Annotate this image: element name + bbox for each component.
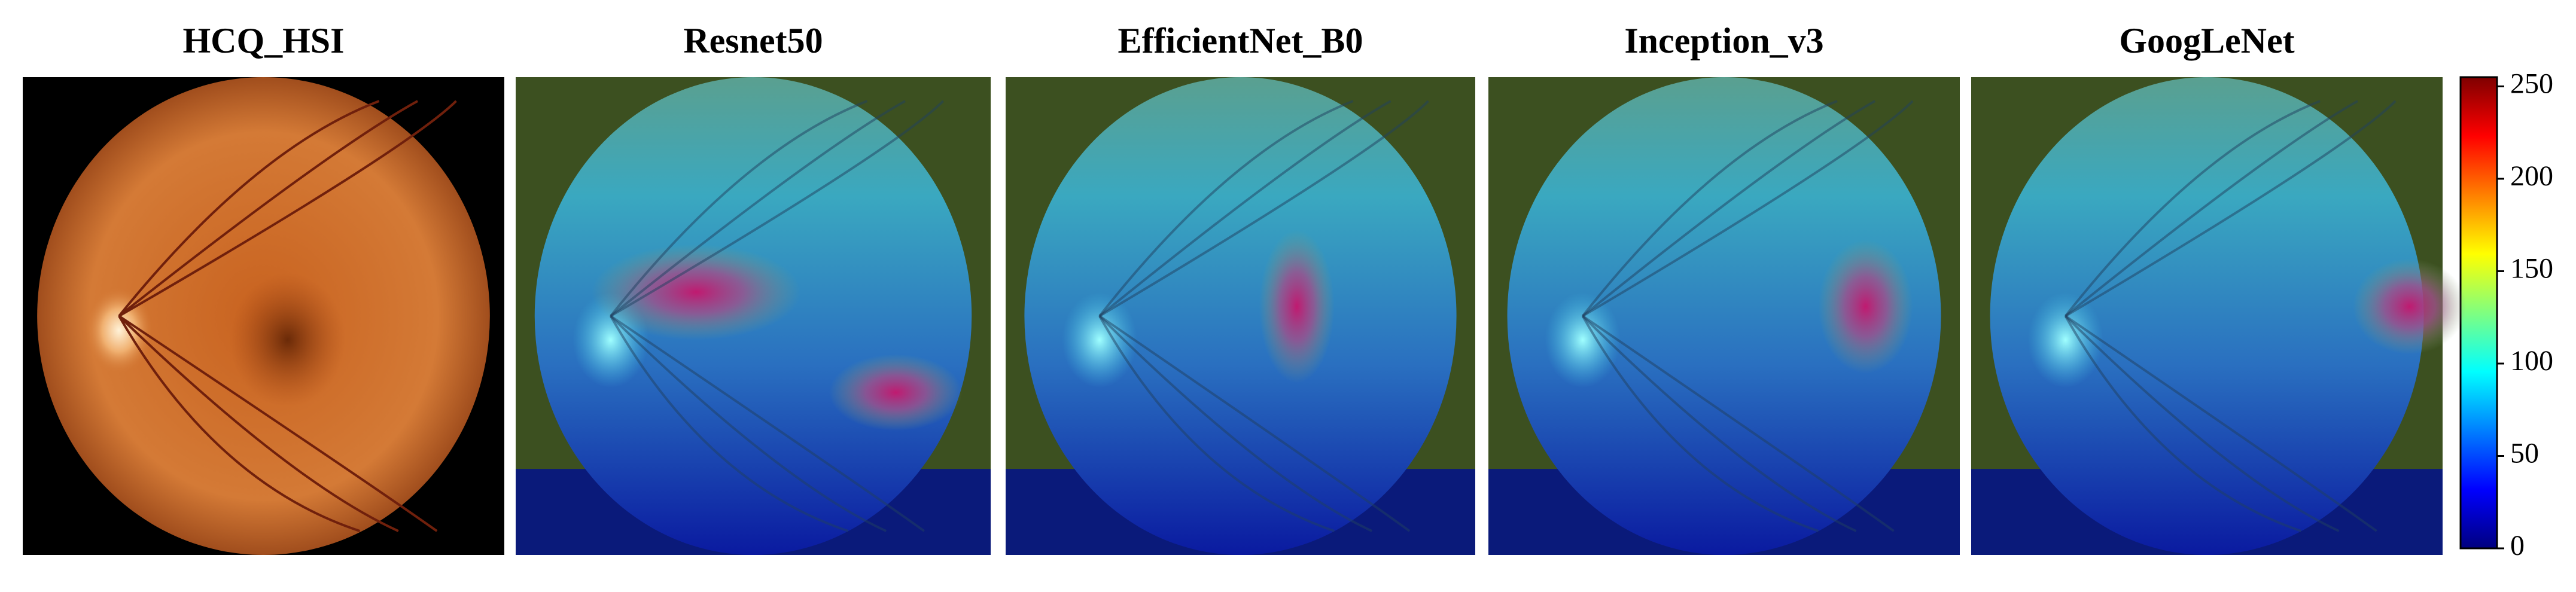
colorbar-tick-label: 0 (2510, 530, 2525, 562)
vessel (2064, 315, 2302, 532)
optic-disc (85, 287, 153, 374)
panel-image (516, 77, 991, 555)
vessel (610, 100, 906, 318)
colorbar-tick-label: 250 (2510, 68, 2553, 99)
optic-disc (1545, 292, 1621, 388)
vessel (610, 315, 925, 532)
hotspot (1259, 230, 1335, 383)
heatmap (1990, 77, 2424, 555)
panel-image (1971, 77, 2467, 555)
optic-disc (1062, 292, 1137, 388)
vessel (118, 315, 438, 532)
panel-title: GoogLeNet (2119, 21, 2294, 60)
vessel (610, 100, 868, 317)
vessel (1098, 100, 1429, 318)
vessel (1581, 315, 1819, 532)
heatmap (1507, 77, 1941, 555)
vessel (118, 100, 457, 318)
vessel (118, 315, 361, 532)
panel-title: EfficientNet_B0 (1118, 21, 1363, 60)
colorbar-tick-label: 200 (2510, 160, 2553, 192)
macula (230, 273, 346, 407)
vessel (1098, 315, 1335, 532)
panel-image (1488, 77, 1960, 555)
colorbar-tick-label: 100 (2510, 345, 2553, 377)
heatmap (1024, 77, 1457, 555)
vessel (2065, 100, 2359, 318)
vessel (610, 315, 887, 532)
vessel (118, 315, 399, 532)
vessel (610, 315, 849, 532)
vessel (118, 100, 419, 318)
panel-image (23, 77, 504, 555)
vessel (2065, 100, 2321, 317)
vessel (2065, 315, 2377, 532)
optic-disc (2027, 292, 2103, 388)
hotspot (2353, 258, 2467, 355)
vessel (2065, 100, 2397, 318)
panel-image (1006, 77, 1475, 555)
vessel (1098, 315, 1373, 532)
vessel (610, 100, 945, 318)
colorbar (2459, 76, 2498, 550)
vessel (1098, 100, 1354, 317)
hotspot (592, 244, 801, 340)
panel-title: HCQ_HSI (182, 21, 344, 60)
vessel (1098, 100, 1391, 318)
hotspot (1818, 239, 1913, 374)
panel-title: Inception_v3 (1624, 21, 1823, 60)
vessel (1098, 315, 1411, 532)
vessel (1582, 100, 1914, 318)
vessel (1582, 100, 1876, 318)
colorbar-tick-label: 150 (2510, 252, 2553, 284)
panel-title: Resnet50 (683, 21, 823, 60)
vessel (2065, 315, 2340, 532)
vessel (1582, 100, 1838, 317)
colorbar-tick-label: 50 (2510, 438, 2539, 469)
vessel (1582, 315, 1857, 532)
vessel (1582, 315, 1895, 532)
hotspot (829, 354, 963, 431)
vessel (118, 100, 380, 317)
